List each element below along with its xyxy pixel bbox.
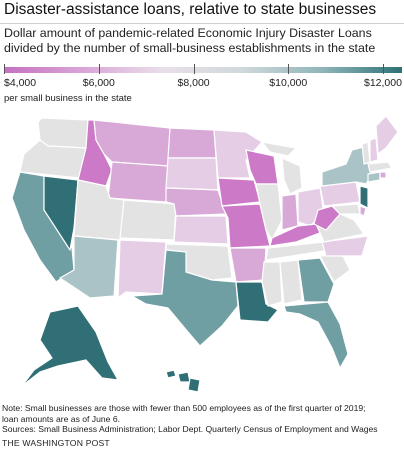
legend-tick-label: $8,000 — [177, 77, 210, 89]
state-north-carolina — [321, 235, 369, 257]
legend-tick-label: $4,000 — [4, 77, 37, 89]
color-legend: $4,000 $6,000 $8,000 $10,000 $12,000 — [4, 64, 402, 95]
sources-line: Sources: Small Business Administration; … — [2, 424, 378, 434]
state-new-hampshire — [369, 137, 379, 163]
state-alabama — [279, 259, 303, 305]
state-iowa — [217, 177, 261, 207]
note-line-1: Note: Small businesses are those with fe… — [2, 403, 366, 413]
state-nevada — [43, 175, 79, 251]
state-hawaii-1 — [165, 369, 177, 379]
state-nebraska — [165, 187, 227, 217]
state-south-dakota — [165, 157, 219, 191]
legend-tick-label: $6,000 — [82, 77, 115, 89]
state-michigan-upper — [261, 141, 297, 157]
legend-tick — [98, 64, 100, 74]
legend-tick — [383, 64, 385, 74]
state-west-virginia — [313, 205, 341, 231]
state-arizona — [59, 235, 119, 299]
legend-tick-label: $10,000 — [269, 77, 308, 89]
state-kansas — [173, 215, 229, 245]
map-subtitle: Dollar amount of pandemic-related Econom… — [4, 26, 400, 56]
state-hawaii-3 — [187, 377, 201, 393]
state-indiana — [281, 193, 299, 231]
state-alaska — [21, 305, 119, 387]
note-line-2: loan amounts are as of June 6. — [2, 413, 121, 424]
state-wisconsin — [245, 149, 279, 185]
us-choropleth-map — [11, 115, 399, 393]
legend-unit-label: per small business in the state — [4, 93, 132, 104]
state-new-mexico — [117, 239, 167, 299]
state-hawaii-2 — [177, 371, 191, 383]
state-florida — [283, 301, 349, 369]
state-delaware — [359, 205, 367, 217]
state-rhode-island — [379, 171, 387, 179]
state-massachusetts — [367, 161, 393, 173]
publisher-credit: THE WASHINGTON POST — [2, 438, 110, 448]
state-vermont — [361, 141, 371, 165]
state-new-jersey — [359, 185, 369, 209]
legend-tick-label: $12,000 — [364, 77, 402, 89]
state-colorado — [119, 199, 177, 241]
state-wyoming — [107, 161, 169, 203]
state-michigan — [281, 157, 303, 195]
title-divider — [0, 23, 404, 24]
subtitle-line-2: divided by the number of small-business … — [4, 41, 376, 55]
state-texas — [131, 249, 239, 347]
state-georgia — [297, 257, 335, 303]
state-north-dakota — [167, 127, 217, 159]
legend-tick — [193, 64, 195, 74]
state-connecticut — [367, 171, 381, 183]
legend-gradient-bar — [4, 67, 402, 73]
state-mississippi — [261, 261, 283, 307]
map-title: Disaster-assistance loans, relative to s… — [4, 1, 377, 18]
subtitle-line-1: Dollar amount of pandemic-related Econom… — [4, 26, 372, 40]
state-maine — [375, 115, 399, 155]
state-arkansas — [229, 247, 267, 283]
legend-tick — [4, 64, 5, 74]
legend-tick — [288, 64, 290, 74]
footnote: Note: Small businesses are those with fe… — [2, 403, 402, 435]
